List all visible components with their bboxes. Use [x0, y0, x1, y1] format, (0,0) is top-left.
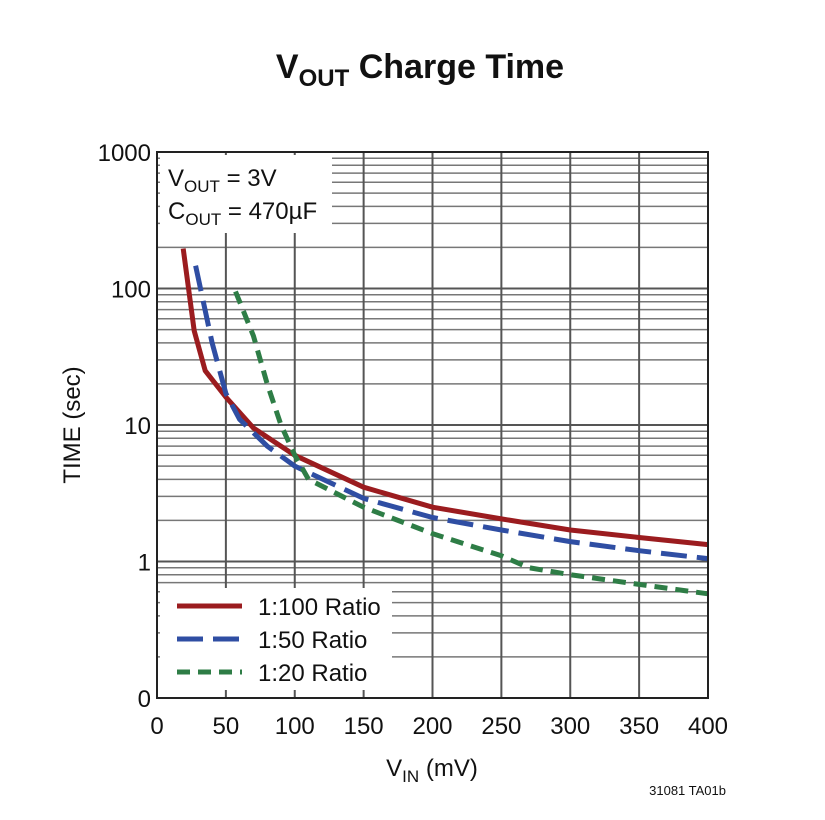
x-tick-label: 50 — [213, 713, 240, 740]
x-tick-label: 350 — [619, 713, 659, 740]
chart-title: VOUT Charge Time — [276, 48, 564, 92]
x-tick-label: 150 — [344, 713, 384, 740]
x-tick-label: 200 — [412, 713, 452, 740]
legend-label: 1:20 Ratio — [258, 660, 367, 687]
x-tick-label: 400 — [688, 713, 728, 740]
legend: 1:100 Ratio 1:50 Ratio 1:20 Ratio — [160, 588, 392, 690]
y-axis-label: TIME (sec) — [59, 366, 86, 483]
y-tick-label: 100 — [111, 277, 151, 304]
series-line-1-20-ratio — [233, 290, 709, 597]
plot-frame — [156, 151, 709, 699]
x-tick-label: 250 — [481, 713, 521, 740]
series-line-1-100-ratio — [180, 248, 709, 548]
legend-label: 1:100 Ratio — [258, 594, 381, 621]
annotation-cout: COUT = 470µF — [168, 198, 317, 229]
y-tick-label: 1000 — [98, 140, 151, 167]
x-axis-label: VIN (mV) — [386, 755, 478, 786]
x-tick-label: 100 — [275, 713, 315, 740]
annotation-vout: VOUT = 3V — [168, 165, 277, 196]
x-tick-label: 0 — [150, 713, 163, 740]
y-tick-label: 10 — [124, 413, 151, 440]
y-tick-label: 0 — [138, 686, 151, 713]
annotation-box — [160, 155, 332, 233]
series-group — [180, 248, 709, 597]
legend-label: 1:50 Ratio — [258, 627, 367, 654]
y-tick-label: 1 — [138, 550, 151, 577]
x-tick-label: 300 — [550, 713, 590, 740]
series-line-1-50-ratio — [193, 265, 709, 562]
footnote: 31081 TA01b — [649, 783, 726, 798]
